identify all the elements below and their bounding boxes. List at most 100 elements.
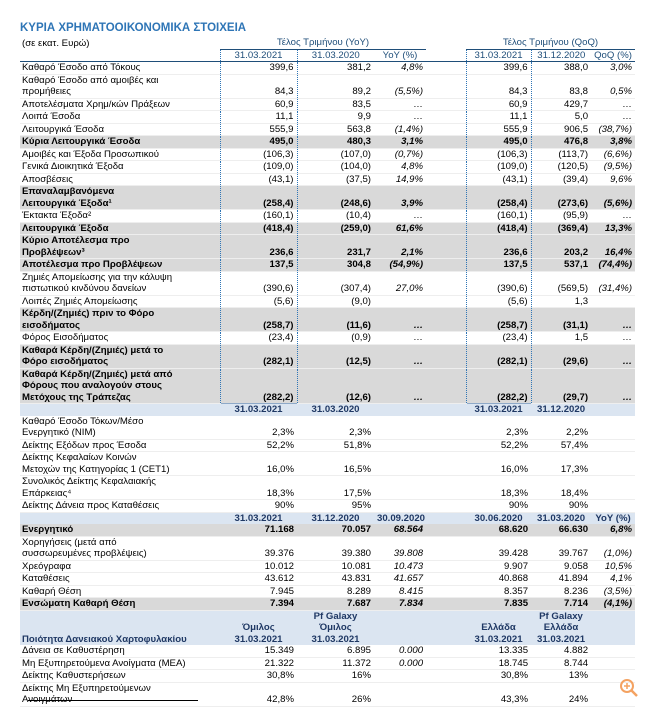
cell: 11,1 <box>465 110 532 124</box>
cell <box>591 475 636 500</box>
cell: 60,9 <box>219 98 298 111</box>
row-label: Χορηγήσεις (μετά από συσσωρευμένες προβλ… <box>20 536 220 561</box>
group-header: Τέλος Τριμήνου (QoQ) <box>466 37 636 50</box>
cell: … <box>591 368 636 404</box>
table-row: Ζημιές Απομείωσης για την κάλυψη πιστωτι… <box>20 271 636 296</box>
spacer <box>426 123 467 136</box>
cell: 6,8% <box>591 524 636 537</box>
cell: (1,4%) <box>374 123 427 136</box>
cell: 7.687 <box>297 597 374 611</box>
spacer <box>426 572 467 586</box>
cell: (0,7%) <box>374 148 427 161</box>
spacer <box>426 645 467 658</box>
header-row: 31.03.2021 31.12.2020 30.09.2020 30.06.2020… <box>20 511 636 524</box>
cell: (11,6) <box>297 307 374 332</box>
cell: (107,0) <box>297 148 374 161</box>
cell: 31.03.2021 <box>465 49 532 62</box>
cell <box>374 403 427 416</box>
cell: 24% <box>531 682 592 707</box>
row-label: Επαναλαμβανόμενα Λειτουργικά Έξοδα¹ <box>20 185 220 210</box>
cell: 90% <box>220 499 297 513</box>
spacer <box>426 135 467 149</box>
table-row: Κέρδη/(Ζημιές) πριν το Φόρο εισοδήματος (… <box>20 307 636 332</box>
cell: 27,0% <box>374 271 427 296</box>
cell: 429,7 <box>531 98 592 111</box>
row-label: Δείκτης Εξόδων προς Έσοδα <box>20 439 220 452</box>
row-label: Κέρδη/(Ζημιές) πριν το Φόρο εισοδήματος <box>20 307 220 332</box>
cell: 399,6 <box>465 61 532 75</box>
table-row: Καθαρό Έσοδο από Τόκους 399,6 381,2 4,8% 399… <box>20 61 636 75</box>
cell: (5,6) <box>219 295 298 308</box>
cell: (4,1%) <box>591 597 636 611</box>
cell: (258,4) <box>219 185 298 210</box>
cell: 52,2% <box>466 439 532 452</box>
row-label: Καθαρό Έσοδο Τόκων/Μέσο Ενεργητικό (NIM) <box>20 415 220 440</box>
cell: (12,6) <box>297 368 374 404</box>
cell: 16,0% <box>466 451 532 476</box>
table-row: Δάνεια σε Καθυστέρηση 15.349 6.895 0.000 13.… <box>20 645 636 658</box>
table-row: Κύριο Αποτέλεσμα προ Προβλέψεων³ 236,6 231… <box>20 234 636 259</box>
row-label: Λειτουργικά Έσοδα <box>20 123 220 136</box>
cell: … <box>591 307 636 332</box>
cell: (282,2) <box>219 368 298 404</box>
financial-table: (σε εκατ. Ευρώ) Τέλος Τριμήνου (YoY) Τέλος… <box>20 37 636 707</box>
cell: 7.945 <box>220 585 297 598</box>
row-label: Γενικά Διοικητικά Έξοδα <box>20 160 220 174</box>
cell: (0,9) <box>297 331 374 345</box>
row-label: Λοιπές Ζημιές Απομείωσης <box>20 295 220 308</box>
row-label: Δάνεια σε Καθυστέρηση <box>20 645 220 658</box>
table-row: Δείκτης Κεφαλαίων Κοινών Μετοχών της Κατ… <box>20 451 636 476</box>
row-label: Αποσβέσεις <box>20 173 220 186</box>
cell: (259,0) <box>297 222 374 235</box>
spacer <box>426 585 467 598</box>
cell: (258,7) <box>465 307 532 332</box>
cell: 4.882 <box>531 645 592 658</box>
cell <box>374 682 427 707</box>
cell: 31.03.2021 <box>466 403 532 416</box>
row-label: Καθαρό Έσοδο από αμοιβές και προμήθειες <box>20 74 220 99</box>
table-row: Αποτέλεσμα προ Προβλέψεων 137,5 304,8 (54,9… <box>20 258 636 272</box>
spacer <box>426 682 467 707</box>
cell: Pf Galaxy Όμιλος 31.03.2021 <box>297 609 374 645</box>
spacer <box>426 160 467 174</box>
spacer <box>426 307 467 332</box>
cell: 9.058 <box>531 560 592 573</box>
footnote-rule <box>28 700 198 701</box>
cell: 236,6 <box>219 234 298 259</box>
cell <box>374 451 427 476</box>
cell: (29,7) <box>531 368 592 404</box>
cell: (43,1) <box>465 173 532 186</box>
cell: 68.564 <box>374 524 427 537</box>
cell <box>374 295 427 308</box>
cell: (390,6) <box>465 271 532 296</box>
zoom-icon[interactable] <box>618 677 640 699</box>
cell: 555,9 <box>219 123 298 136</box>
row-label: Ενσώματη Καθαρή Θέση <box>20 597 220 611</box>
cell: 39.376 <box>220 536 297 561</box>
cell: 57,4% <box>531 439 592 452</box>
cell: (104,0) <box>297 160 374 174</box>
cell: 203,2 <box>531 234 592 259</box>
cell: 30.09.2020 <box>374 511 427 524</box>
spacer <box>426 37 466 49</box>
spacer <box>426 258 467 272</box>
cell: 90% <box>531 499 592 513</box>
cell: (109,0) <box>465 160 532 174</box>
cell <box>374 439 427 452</box>
table-row: Χρεόγραφα 10.012 10.081 10.473 9.907 9.058 10,… <box>20 560 636 573</box>
cell: 31.03.2020 <box>531 511 592 524</box>
spacer <box>426 657 467 670</box>
table-row: Καθαρή Θέση 7.945 8.289 8.415 8.357 8.236 (3,5… <box>20 585 636 598</box>
cell: 31.12.2020 <box>531 403 592 416</box>
cell <box>374 499 427 513</box>
cell: 4,8% <box>374 61 427 75</box>
cell: 1,3 <box>531 295 592 308</box>
table-row: Δείκτης Δάνεια προς Καταθέσεις 90% 95% 90% 9… <box>20 499 636 513</box>
table-row: Λειτουργικά Έσοδα 555,9 563,8 (1,4%) 555,9 90… <box>20 123 636 136</box>
table-row: Μη Εξυπηρετούμενα Ανοίγματα (ΜΕΑ) 21.322 1… <box>20 657 636 670</box>
cell <box>591 403 636 416</box>
cell: 51,8% <box>297 439 374 452</box>
table-row: Κύρια Λειτουργικά Έσοδα 495,0 480,3 3,1% 495… <box>20 135 636 149</box>
cell: (5,5%) <box>374 74 427 99</box>
cell: 3,0% <box>591 61 636 75</box>
